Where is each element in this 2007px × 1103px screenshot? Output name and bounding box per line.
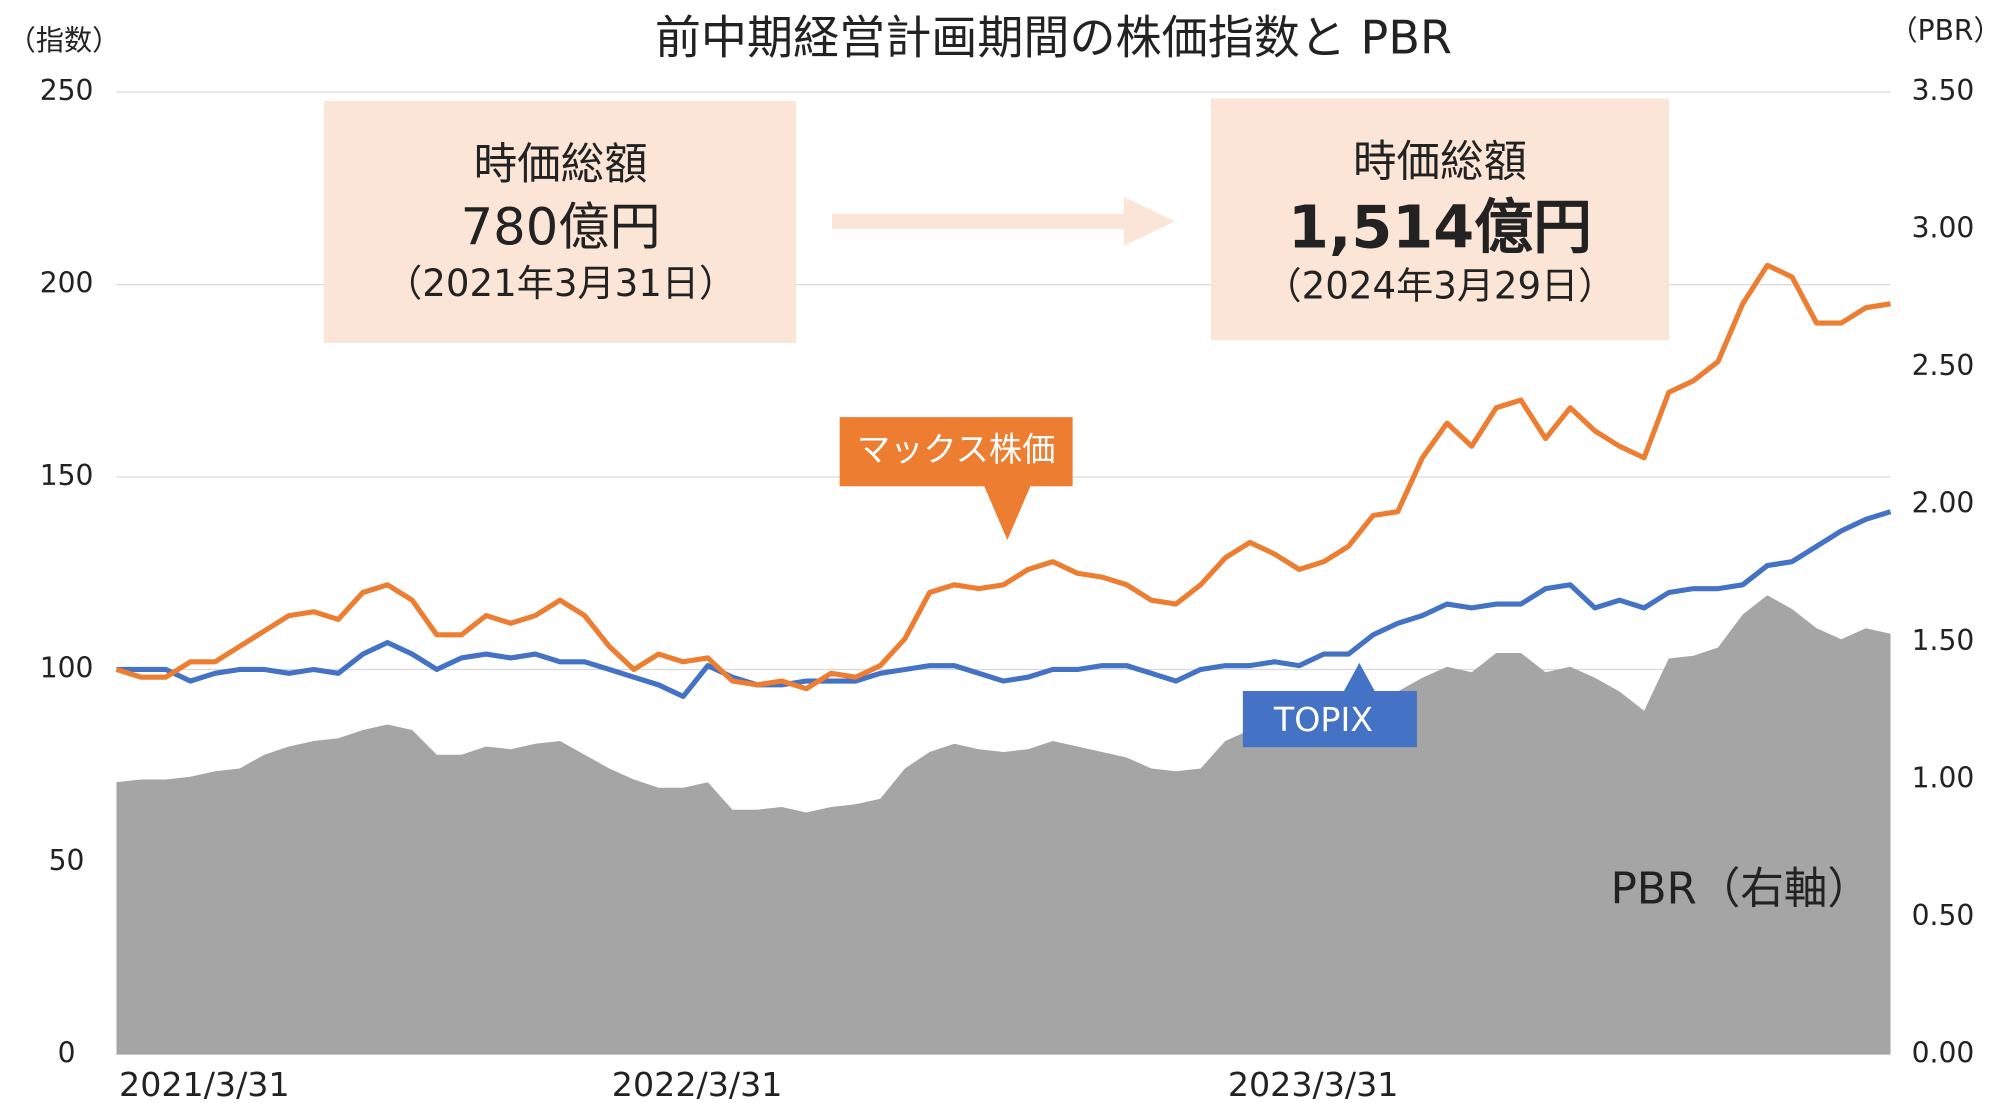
y-tick-label: 200 (40, 267, 94, 300)
y2-tick-label: 3.00 (1912, 212, 1975, 245)
series-label: PBR（右軸） (1611, 864, 1871, 914)
annotation-value: 1,514億円 (1288, 193, 1592, 262)
y-tick-label: 0 (58, 1036, 76, 1069)
annotation-date: （2021年3月31日） (385, 262, 736, 305)
annotation-date: （2024年3月29日） (1265, 264, 1616, 307)
x-tick-label: 2021/3/31 (119, 1065, 290, 1103)
annotation-value: 780億円 (461, 197, 661, 257)
y2-tick-label: 0.50 (1912, 899, 1975, 932)
y2-tick-label: 1.00 (1912, 761, 1975, 794)
y2-tick-label: 2.00 (1912, 487, 1975, 520)
x-tick-label: 2022/3/31 (612, 1065, 783, 1103)
y-tick-label: 50 (49, 844, 85, 877)
area (116, 595, 1891, 1055)
annotation-title: 時価総額 (474, 140, 648, 190)
annotation-title: 時価総額 (1353, 138, 1527, 188)
y2-tick-label: 1.50 (1912, 624, 1975, 657)
y-tick-label: 100 (40, 651, 94, 684)
series-label: TOPIX (1273, 700, 1373, 739)
series-label: マックス株価 (857, 430, 1056, 469)
x-tick-label: 2023/3/31 (1228, 1065, 1399, 1103)
y2-tick-label: 2.50 (1912, 349, 1975, 382)
y-tick-label: 250 (40, 74, 94, 107)
y2-tick-label: 3.50 (1912, 74, 1975, 107)
chart-title: 前中期経営計画期間の株価指数と PBR (655, 10, 1452, 64)
y-tick-label: 150 (40, 459, 94, 492)
callout-shape (1242, 662, 1417, 748)
y2-axis-label: （PBR） (1889, 14, 2001, 47)
annotation-box (1210, 98, 1670, 341)
callout-shape (839, 417, 1073, 540)
foreground-layer: 0 50 100 150 200 250 0.00 0.50 1.00 1.50 2.00 2.50 3… (40, 74, 1975, 1103)
background-layer (116, 91, 1891, 1056)
line (116, 509, 1892, 699)
y2-tick-label: 0.00 (1912, 1036, 1975, 1069)
arrow (831, 197, 1176, 246)
y-axis-label: （指数） (8, 24, 121, 57)
line (115, 262, 1891, 692)
annotation-box (323, 101, 797, 343)
